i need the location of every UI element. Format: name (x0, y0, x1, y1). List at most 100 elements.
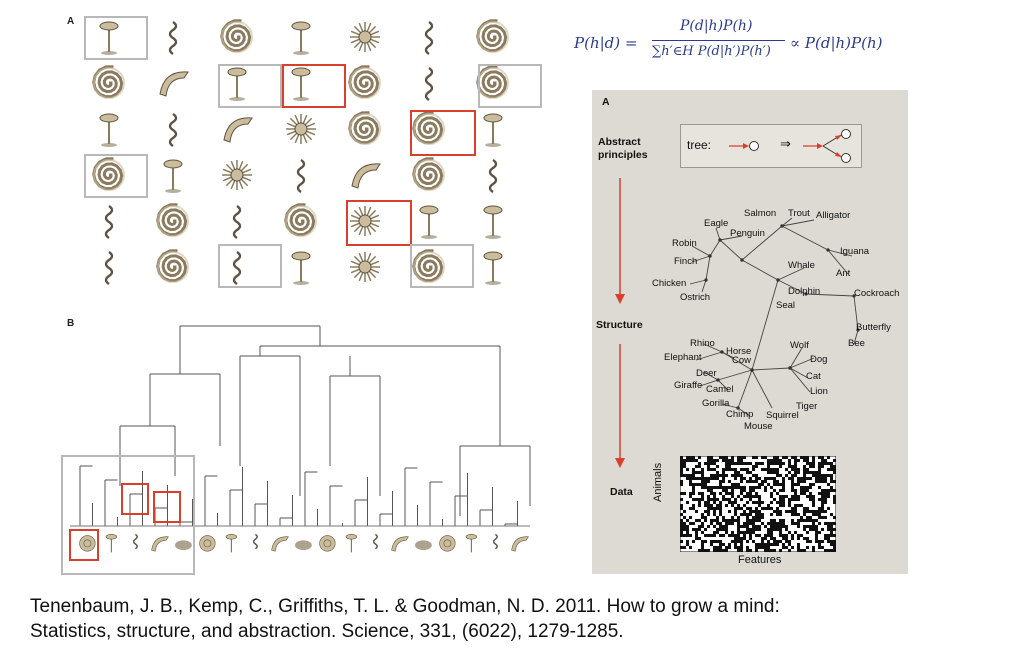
matrix-cell (824, 537, 827, 540)
matrix-cell (737, 456, 740, 459)
matrix-cell (758, 495, 761, 498)
matrix-cell (821, 546, 824, 549)
matrix-cell (707, 468, 710, 471)
matrix-cell (794, 468, 797, 471)
matrix-cell (776, 471, 779, 474)
matrix-cell (752, 540, 755, 543)
matrix-cell (785, 528, 788, 531)
object-image (474, 156, 512, 194)
matrix-cell (680, 546, 683, 549)
matrix-cell (827, 528, 830, 531)
matrix-cell (743, 534, 746, 537)
matrix-cell (782, 480, 785, 483)
matrix-cell (824, 534, 827, 537)
matrix-cell (833, 471, 836, 474)
matrix-cell (731, 489, 734, 492)
matrix-cell (746, 540, 749, 543)
matrix-cell (803, 474, 806, 477)
matrix-cell (716, 528, 719, 531)
matrix-cell (707, 480, 710, 483)
matrix-cell (806, 495, 809, 498)
object-image (154, 248, 192, 286)
matrix-cell (713, 531, 716, 534)
matrix-cell (743, 537, 746, 540)
matrix-cell (824, 510, 827, 513)
matrix-cell (719, 546, 722, 549)
matrix-cell (791, 537, 794, 540)
matrix-cell (767, 534, 770, 537)
tree-node (704, 278, 708, 282)
matrix-cell (701, 549, 704, 552)
matrix-cell (746, 507, 749, 510)
matrix-cell (797, 504, 800, 507)
matrix-cell (806, 489, 809, 492)
matrix-cell (734, 468, 737, 471)
dendrogram-branch (777, 279, 807, 295)
matrix-cell (722, 486, 725, 489)
animal-label: Eagle (704, 218, 729, 229)
matrix-cell (743, 468, 746, 471)
dendrogram-branch (709, 239, 721, 257)
matrix-cell (776, 510, 779, 513)
matrix-cell (722, 471, 725, 474)
matrix-cell (749, 462, 752, 465)
matrix-cell (740, 492, 743, 495)
matrix-cell (734, 519, 737, 522)
matrix-cell (743, 456, 746, 459)
matrix-cell (809, 525, 812, 528)
matrix-cell (830, 513, 833, 516)
matrix-cell (779, 465, 782, 468)
matrix-cell (713, 507, 716, 510)
matrix-cell (821, 507, 824, 510)
matrix-cell (728, 534, 731, 537)
matrix-cell (728, 519, 731, 522)
matrix-cell (830, 486, 833, 489)
matrix-cell (761, 501, 764, 504)
animal-tree-labels: Salmon Trout Alligator Eagle Penguin Robin Igu… (592, 90, 908, 440)
matrix-cell (746, 495, 749, 498)
matrix-cell (830, 522, 833, 525)
matrix-cell (779, 519, 782, 522)
matrix-cell (830, 531, 833, 534)
matrix-cell (800, 534, 803, 537)
matrix-cell (713, 513, 716, 516)
dendrogram-branch (699, 379, 719, 387)
formula-lhs: P(h|d) = (574, 34, 638, 52)
matrix-cell (773, 510, 776, 513)
matrix-cell (707, 486, 710, 489)
matrix-cell (755, 477, 758, 480)
matrix-cell (746, 525, 749, 528)
matrix-cell (767, 531, 770, 534)
matrix-cell (761, 543, 764, 546)
matrix-cell (731, 504, 734, 507)
matrix-cell (743, 531, 746, 534)
matrix-cell (734, 462, 737, 465)
matrix-cell (764, 543, 767, 546)
matrix-cell (722, 477, 725, 480)
matrix-cell (701, 540, 704, 543)
matrix-cell (749, 522, 752, 525)
matrix-cell (713, 477, 716, 480)
matrix-cell (818, 522, 821, 525)
matrix-cell (833, 549, 836, 552)
matrix-cell (716, 531, 719, 534)
matrix-cell (680, 513, 683, 516)
matrix-cell (683, 459, 686, 462)
matrix-cell (755, 501, 758, 504)
matrix-cell (755, 513, 758, 516)
matrix-cell (794, 456, 797, 459)
matrix-cell (791, 513, 794, 516)
matrix-cell (818, 462, 821, 465)
matrix-cell (791, 498, 794, 501)
matrix-cell (812, 519, 815, 522)
matrix-cell (734, 486, 737, 489)
matrix-cell (731, 501, 734, 504)
features-axis-label: Features (738, 554, 782, 566)
matrix-cell (782, 519, 785, 522)
animal-label: Salmon (744, 208, 777, 219)
matrix-cell (731, 474, 734, 477)
matrix-cell (737, 546, 740, 549)
dendrogram-branch (789, 357, 815, 369)
dendrogram-branch (717, 369, 753, 381)
matrix-cell (707, 462, 710, 465)
